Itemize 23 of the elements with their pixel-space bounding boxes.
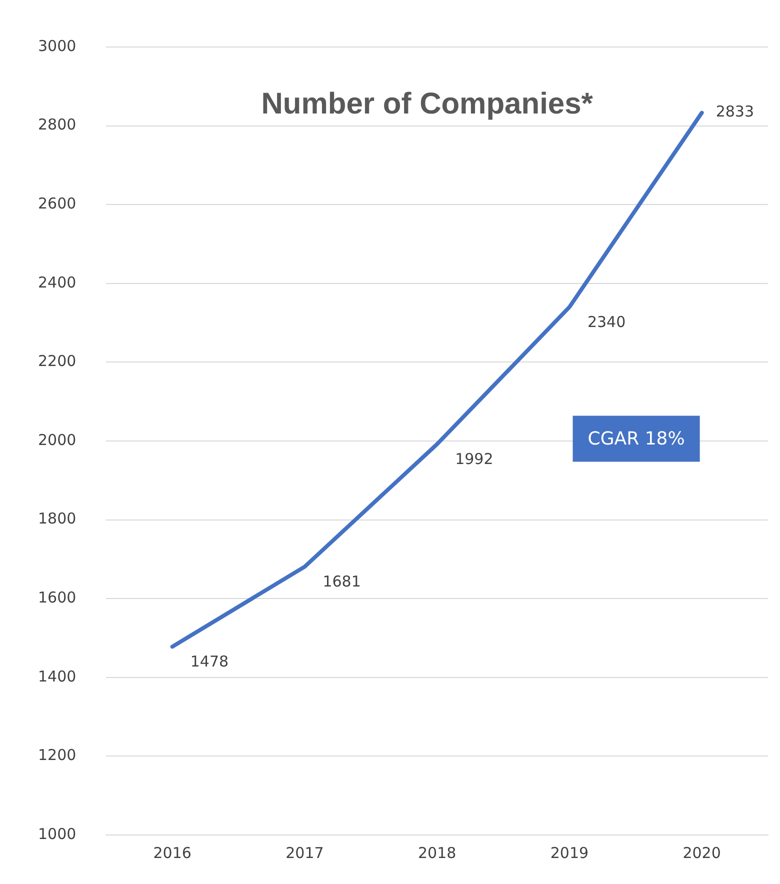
y-tick-label: 1800 xyxy=(38,510,76,528)
x-tick-label: 2019 xyxy=(550,844,589,862)
y-tick-label: 3000 xyxy=(38,36,76,55)
data-label: 1992 xyxy=(455,450,494,468)
y-tick-label: 1000 xyxy=(38,824,76,843)
data-label: 2833 xyxy=(716,102,754,121)
x-tick-label: 2017 xyxy=(286,844,324,862)
y-tick-label: 1200 xyxy=(38,746,76,764)
x-tick-label: 2018 xyxy=(418,844,456,862)
data-label: 1478 xyxy=(190,652,229,671)
text: Number of Companies* xyxy=(261,87,594,120)
x-tick-label: 2020 xyxy=(682,844,721,862)
y-tick-label: 2400 xyxy=(38,273,76,292)
y-tick-label: 2600 xyxy=(38,194,76,212)
y-tick-label: 2200 xyxy=(38,352,76,370)
y-tick-label: 2800 xyxy=(38,116,76,134)
y-tick-label: 2000 xyxy=(38,430,76,449)
data-label: 2340 xyxy=(587,312,626,331)
y-tick-label: 1400 xyxy=(38,667,76,686)
data-label: 1681 xyxy=(322,572,361,591)
y-tick-label: 1600 xyxy=(38,588,76,606)
annotation: CGAR 18% xyxy=(588,428,685,450)
x-tick-label: 2016 xyxy=(153,844,192,862)
